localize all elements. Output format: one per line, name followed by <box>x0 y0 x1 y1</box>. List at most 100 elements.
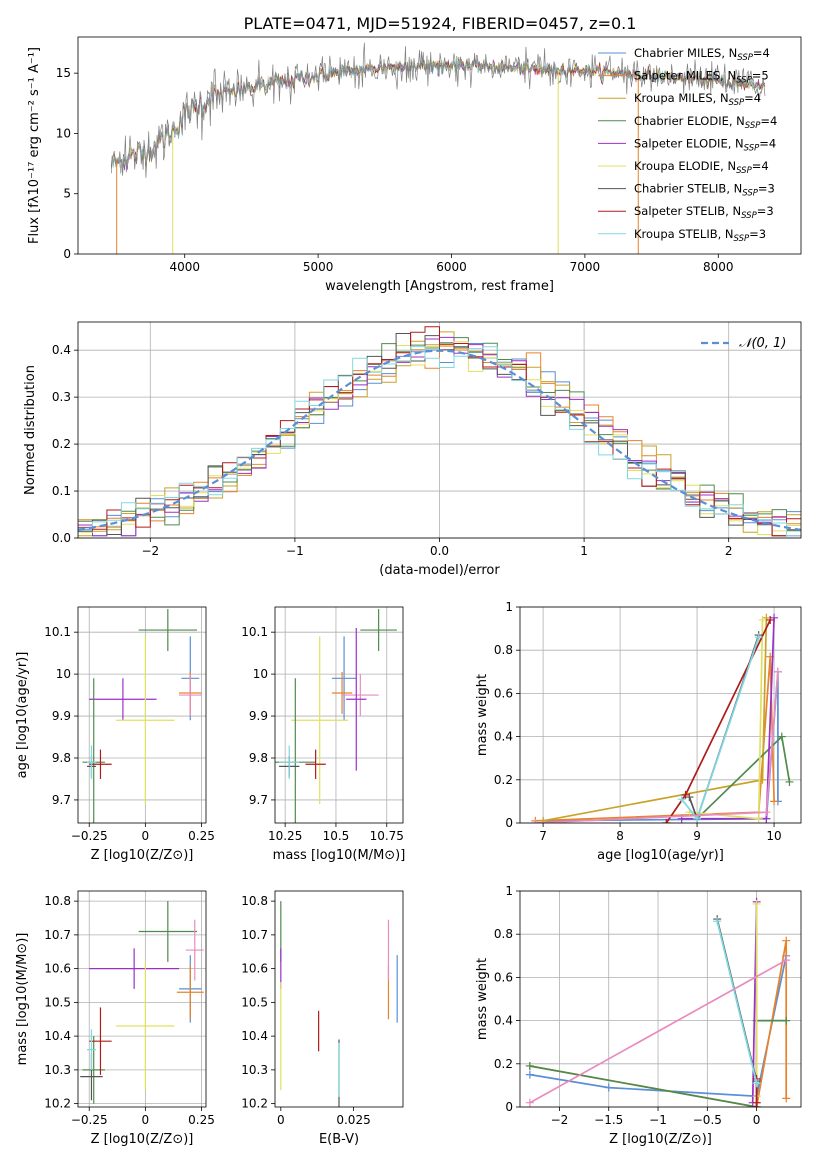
x-tick-label: −1.5 <box>594 1113 623 1127</box>
x-tick-label: 8 <box>616 829 624 843</box>
x-tick-label: 9 <box>693 829 701 843</box>
axes-frame <box>274 890 404 1108</box>
errorbar-point <box>82 1036 105 1104</box>
weight-marker <box>713 917 722 926</box>
figure-title: PLATE=0471, MJD=51924, FIBERID=0457, z=0… <box>244 14 637 33</box>
y-tick-label: 10.6 <box>44 962 71 976</box>
weight-marker <box>782 936 791 945</box>
errorbar-point <box>291 636 349 805</box>
x-tick-label: 5000 <box>303 260 334 274</box>
weight-marker <box>677 795 686 804</box>
y-tick-label: 10.5 <box>241 995 268 1009</box>
legend-entry: Salpeter MILES, NSSP=5 <box>634 69 769 86</box>
x-tick-label: 7 <box>539 829 547 843</box>
errorbar-point <box>179 674 202 717</box>
y-tick-label: 10.1 <box>241 625 268 639</box>
weight-marker <box>525 1061 534 1070</box>
weight-marker <box>766 615 775 624</box>
weight-marker <box>754 633 763 642</box>
legend-entry: Salpeter STELIB, NSSP=3 <box>634 204 774 221</box>
chart-age-vs-mass: 10.25 10.5 10.75 9.7 9.8 9.9 10 10.1 mass [log10… <box>241 606 406 863</box>
y-tick-label: 0.4 <box>52 343 71 357</box>
y-tick-label: 10.3 <box>241 1063 268 1077</box>
weight-marker <box>681 790 690 799</box>
x-tick-label: 0.25 <box>188 1113 215 1127</box>
weight-marker <box>525 1098 534 1107</box>
weight-marker <box>777 732 786 741</box>
x-tick-label: −1 <box>649 1113 667 1127</box>
y-tick-label: 0.4 <box>494 1014 513 1028</box>
histogram-line <box>78 346 801 537</box>
y-tick-label: 0.8 <box>494 643 513 657</box>
y-axis-label: mass [log10(M/M⊙)] <box>15 933 30 1066</box>
axes-frame <box>77 321 802 539</box>
weight-line <box>716 920 758 1084</box>
normal-reference-curve <box>78 349 801 531</box>
y-tick-label: 10.4 <box>241 1029 268 1043</box>
x-tick-label: 0 <box>142 829 150 843</box>
errorbar-point <box>185 919 204 981</box>
x-axis-label: E(B-V) <box>319 1132 359 1147</box>
errorbar-point <box>279 745 300 779</box>
errorbar-point <box>138 901 198 962</box>
y-tick-label: 0 <box>505 816 513 830</box>
weight-line <box>681 636 760 821</box>
y-tick-label: 1 <box>505 600 513 614</box>
y-axis-label: age [log10(age/yr)] <box>15 652 30 779</box>
weight-marker <box>754 814 763 823</box>
weight-marker <box>525 1070 534 1079</box>
x-axis-label: Z [log10(Z/Z⊙)] <box>91 1132 194 1147</box>
y-tick-label: 10.2 <box>44 1097 71 1111</box>
x-tick-label: 10.5 <box>323 829 350 843</box>
y-tick-label: 0.1 <box>52 484 71 498</box>
weight-line <box>542 617 768 822</box>
chart-mass-weight-vs-Z: −2 −1.5 −1 −0.5 0 0 0.2 0.4 0.6 0.8 1 Z [log10(Z/Z⊙… <box>475 884 802 1147</box>
x-tick-label: −2 <box>551 1113 569 1127</box>
x-tick-label: 0.025 <box>336 1113 370 1127</box>
x-tick-label: 0.0 <box>430 544 449 558</box>
errorbar-point <box>331 636 357 721</box>
x-axis-label: age [log10(age/yr)] <box>597 848 724 863</box>
errorbar-point <box>89 948 180 989</box>
y-tick-label: 9.8 <box>249 751 268 765</box>
y-tick-label: 10.4 <box>44 1029 71 1043</box>
y-tick-label: 0 <box>505 1100 513 1114</box>
x-tick-label: 2 <box>725 544 733 558</box>
errorbar-point <box>89 749 112 779</box>
weight-marker <box>782 956 791 965</box>
legend-entry: Kroupa ELODIE, NSSP=4 <box>634 159 769 176</box>
errorbar-point <box>360 609 397 652</box>
x-axis-label: (data-model)/error <box>379 563 500 578</box>
x-axis-label: wavelength [Angstrom, rest frame] <box>325 279 554 294</box>
x-axis-label: mass [log10(M/M⊙)] <box>273 848 406 863</box>
legend-entry: Salpeter ELODIE, NSSP=4 <box>634 136 776 153</box>
axes-frame <box>519 606 802 824</box>
plot-area <box>531 613 794 823</box>
y-tick-label: 10.7 <box>241 928 268 942</box>
errorbar-point <box>89 678 157 721</box>
y-tick-label: 9.9 <box>249 709 268 723</box>
legend-entry: Chabrier STELIB, NSSP=3 <box>634 182 775 199</box>
y-tick-label: 10.5 <box>44 995 71 1009</box>
y-tick-label: 0.8 <box>494 927 513 941</box>
y-axis-label: mass weight <box>475 674 490 756</box>
y-tick-label: 0.2 <box>52 437 71 451</box>
errorbar-point <box>138 609 198 652</box>
y-tick-label: 10.2 <box>241 1097 268 1111</box>
legend: Chabrier MILES, NSSP=4 Salpeter MILES, NS… <box>598 46 777 244</box>
weight-marker <box>539 816 548 823</box>
x-tick-label: 0 <box>753 1113 761 1127</box>
weight-marker <box>782 1016 791 1025</box>
y-tick-label: 0.0 <box>52 531 71 545</box>
legend-entry: 𝒩(0, 1) <box>739 336 786 351</box>
weight-marker <box>770 613 779 622</box>
x-tick-label: 8000 <box>703 260 734 274</box>
errorbar-point <box>331 672 353 714</box>
y-tick-label: 10.7 <box>44 928 71 942</box>
errorbar-point <box>346 627 367 771</box>
errorbar-point <box>176 965 204 1020</box>
weight-marker <box>770 797 779 806</box>
chart-spectrum: 4000 5000 6000 7000 8000 0 5 10 15 wavelength [An… <box>27 36 802 294</box>
weight-marker <box>758 615 767 624</box>
